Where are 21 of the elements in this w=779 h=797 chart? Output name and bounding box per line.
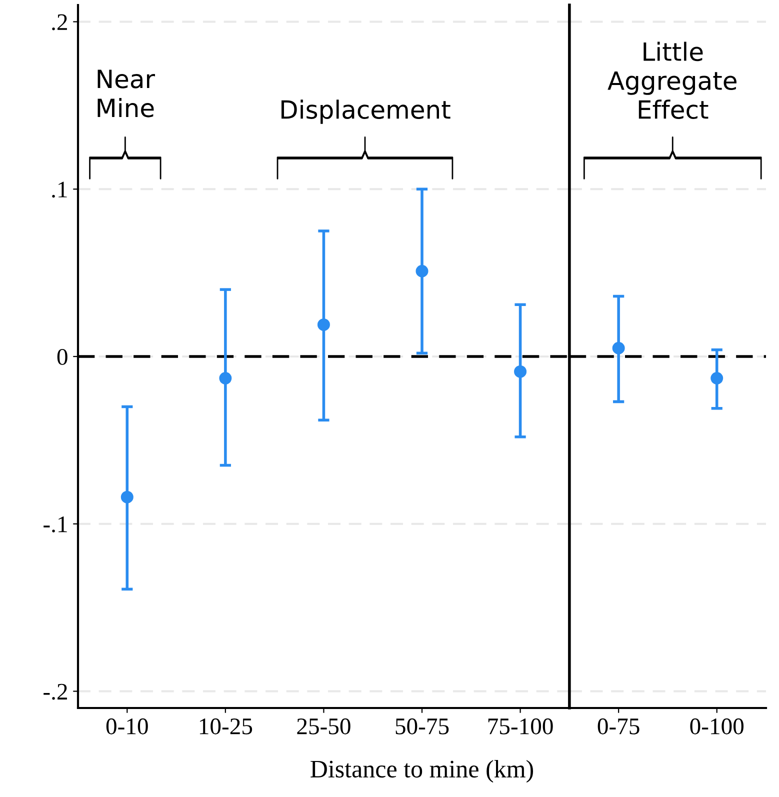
x-axis-title: Distance to mine (km): [310, 760, 534, 783]
point: [416, 264, 428, 278]
point: [219, 372, 232, 385]
y-tick-label: 0: [57, 348, 68, 365]
x-tick-label: 50-75: [396, 718, 449, 734]
y-tick-label: .2: [52, 14, 67, 30]
annotation: Little Aggregate Effect: [608, 42, 736, 119]
point: [120, 490, 134, 504]
y-tick-label: .1: [52, 182, 67, 198]
y-tick-label: -.2: [44, 684, 67, 700]
annotation: Displacement: [282, 100, 450, 124]
x-tick-label: 0-75: [598, 718, 640, 734]
annotation: Near Mine: [98, 70, 156, 118]
x-tick-label: 10-25: [200, 718, 252, 734]
x-tick-label: 25-50: [297, 718, 350, 734]
point: [317, 318, 330, 331]
x-tick-label: 75-100: [488, 718, 553, 734]
x-tick-label: 0-100: [690, 718, 744, 734]
y-tick-label: -.1: [44, 516, 67, 532]
x-tick-label: 0-10: [106, 718, 148, 734]
point: [514, 365, 527, 378]
